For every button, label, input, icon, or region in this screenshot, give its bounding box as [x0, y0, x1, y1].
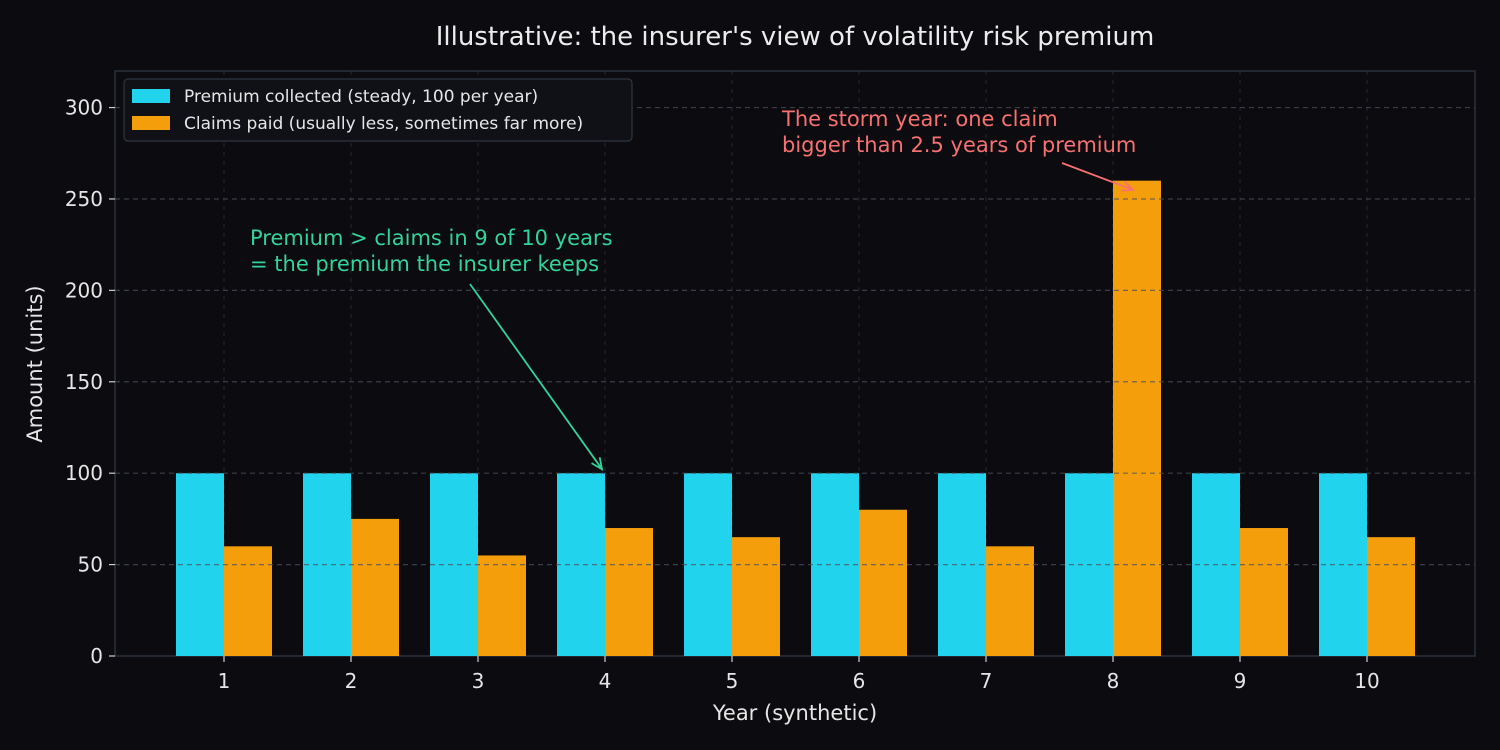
- axes: 0 50 100 150 200 250 300 1 2 3 4 5 6 7 8 9 10: [65, 96, 1380, 693]
- annotation-line: The storm year: one claim: [781, 107, 1058, 131]
- bars: [176, 180, 1415, 656]
- x-tick-label: 7: [980, 669, 993, 693]
- x-tick-label: 6: [853, 669, 866, 693]
- x-tick-label: 2: [345, 669, 358, 693]
- legend-box: [123, 78, 633, 142]
- annotation-line: Premium > claims in 9 of 10 years: [250, 226, 613, 250]
- x-tick-label: 4: [599, 669, 612, 693]
- legend-label: Premium collected (steady, 100 per year): [184, 87, 538, 107]
- annotation-text: Premium > claims in 9 of 10 years = the p…: [250, 226, 613, 276]
- bar-claims-2: [351, 518, 399, 656]
- y-tick-label: 250: [65, 187, 103, 211]
- legend-swatch: [132, 116, 170, 130]
- annotation-arrowhead: [1120, 180, 1136, 192]
- x-tick-label: 10: [1354, 669, 1379, 693]
- bar-claims-5: [732, 537, 780, 656]
- bar-claims-8: [1113, 180, 1161, 656]
- legend-swatch: [132, 89, 170, 103]
- y-tick-label: 300: [65, 96, 103, 120]
- annotation-arrow: [469, 283, 603, 470]
- x-axis-label: Year (synthetic): [712, 701, 877, 725]
- annotation-line: bigger than 2.5 years of premium: [782, 133, 1136, 157]
- annotations: Premium > claims in 9 of 10 years = the p…: [250, 107, 1136, 471]
- y-tick-label: 50: [78, 553, 103, 577]
- y-tick-label: 150: [65, 370, 103, 394]
- bar-claims-1: [224, 546, 272, 656]
- y-tick-label: 200: [65, 278, 103, 302]
- x-tick-label: 5: [726, 669, 739, 693]
- x-tick-label: 9: [1234, 669, 1247, 693]
- annotation-text: The storm year: one claim bigger than 2.5…: [781, 107, 1136, 157]
- bar-premium-4: [557, 473, 605, 656]
- bar-claims-10: [1367, 537, 1415, 656]
- bar-claims-3: [478, 555, 526, 656]
- y-axis-label: Amount (units): [23, 285, 47, 442]
- y-tick-label: 100: [65, 461, 103, 485]
- legend: Premium collected (steady, 100 per year)…: [123, 78, 633, 142]
- annotation-line: = the premium the insurer keeps: [250, 252, 599, 276]
- bar-claims-7: [986, 546, 1034, 656]
- legend-label: Claims paid (usually less, sometimes far…: [184, 114, 583, 134]
- y-tick-label: 0: [90, 644, 103, 668]
- annotation-arrow: [1061, 162, 1134, 191]
- grid-horizontal: [115, 106, 1475, 566]
- bar-claims-6: [859, 509, 907, 656]
- chart-title: Illustrative: the insurer's view of vola…: [436, 22, 1155, 52]
- x-tick-label: 3: [472, 669, 485, 693]
- x-tick-label: 8: [1107, 669, 1120, 693]
- x-tick-label: 1: [218, 669, 231, 693]
- bar-claims-4: [605, 528, 653, 656]
- bar-claims-9: [1240, 528, 1288, 656]
- annotation-arrowhead: [591, 457, 604, 471]
